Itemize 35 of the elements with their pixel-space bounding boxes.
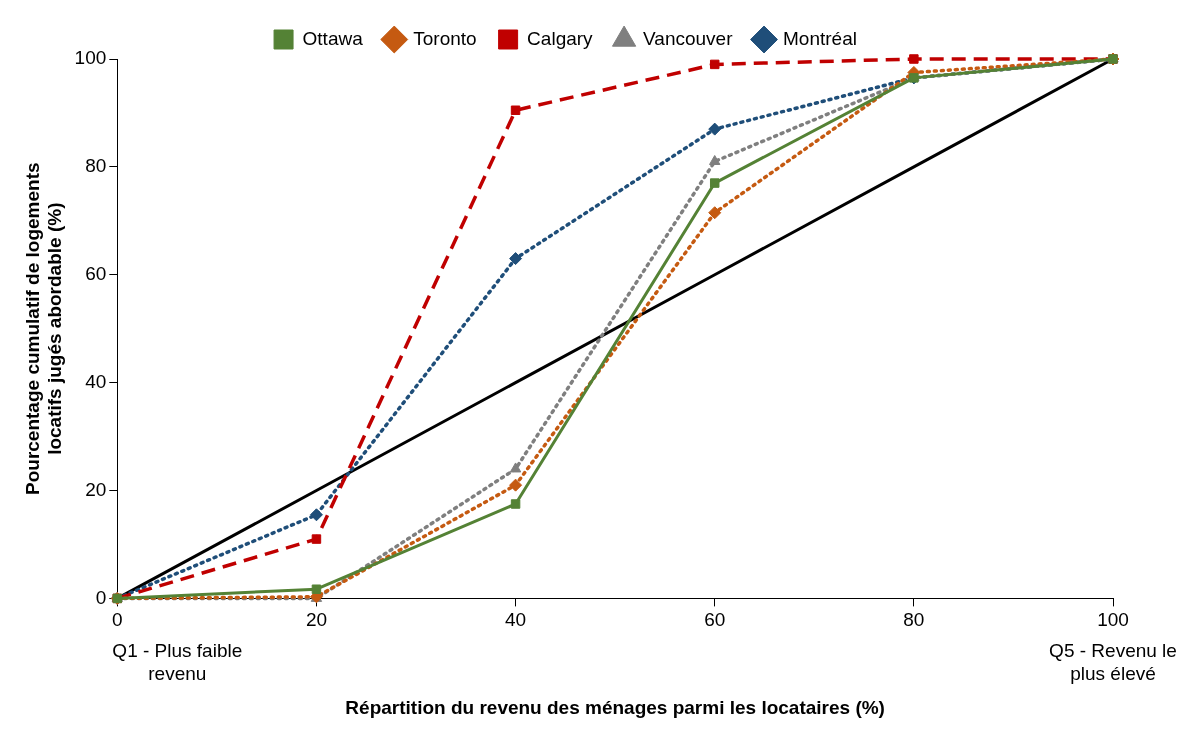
legend-label: Ottawa — [302, 27, 364, 49]
point — [709, 154, 721, 165]
point — [309, 508, 323, 522]
point — [510, 499, 521, 509]
y-axis-title: Pourcentage cumulatif de logements locatifs jugés abordable (%) — [21, 162, 66, 495]
x-tick-label: 20 — [305, 609, 328, 631]
y-tick-label: 60 — [85, 262, 107, 284]
point — [311, 584, 322, 594]
x-axis-title: Répartition du revenu des ménages parmi les locataires (%) — [345, 696, 885, 718]
text: Q5 - Revenu le plus élevé — [1049, 640, 1177, 685]
point — [909, 54, 919, 64]
y-tick-label: 40 — [85, 370, 107, 392]
legend-label: Montréal — [783, 27, 857, 49]
point — [709, 59, 720, 70]
y-tick-label: 20 — [85, 478, 107, 500]
y-tick-label: 0 — [95, 586, 107, 608]
y-tick-label: 100 — [74, 47, 107, 69]
point — [708, 122, 722, 136]
legend-label: Calgary — [527, 27, 594, 49]
x-tick-label: 40 — [505, 609, 527, 631]
text: Q1 - Plus faible revenu — [112, 640, 243, 685]
legend-label: Toronto — [413, 27, 477, 49]
point — [708, 206, 722, 220]
x-tick-label: 100 — [1097, 609, 1129, 631]
legend-label: Vancouver — [643, 27, 734, 49]
y-tick-label: 80 — [85, 155, 107, 177]
point — [311, 534, 322, 544]
point — [509, 462, 522, 473]
point — [509, 478, 523, 492]
point — [709, 178, 720, 188]
point — [510, 105, 521, 115]
x-tick-label: 60 — [704, 609, 726, 631]
x-tick-label: 0 — [112, 609, 123, 631]
point — [509, 252, 523, 266]
x-tick-label: 80 — [903, 609, 925, 631]
